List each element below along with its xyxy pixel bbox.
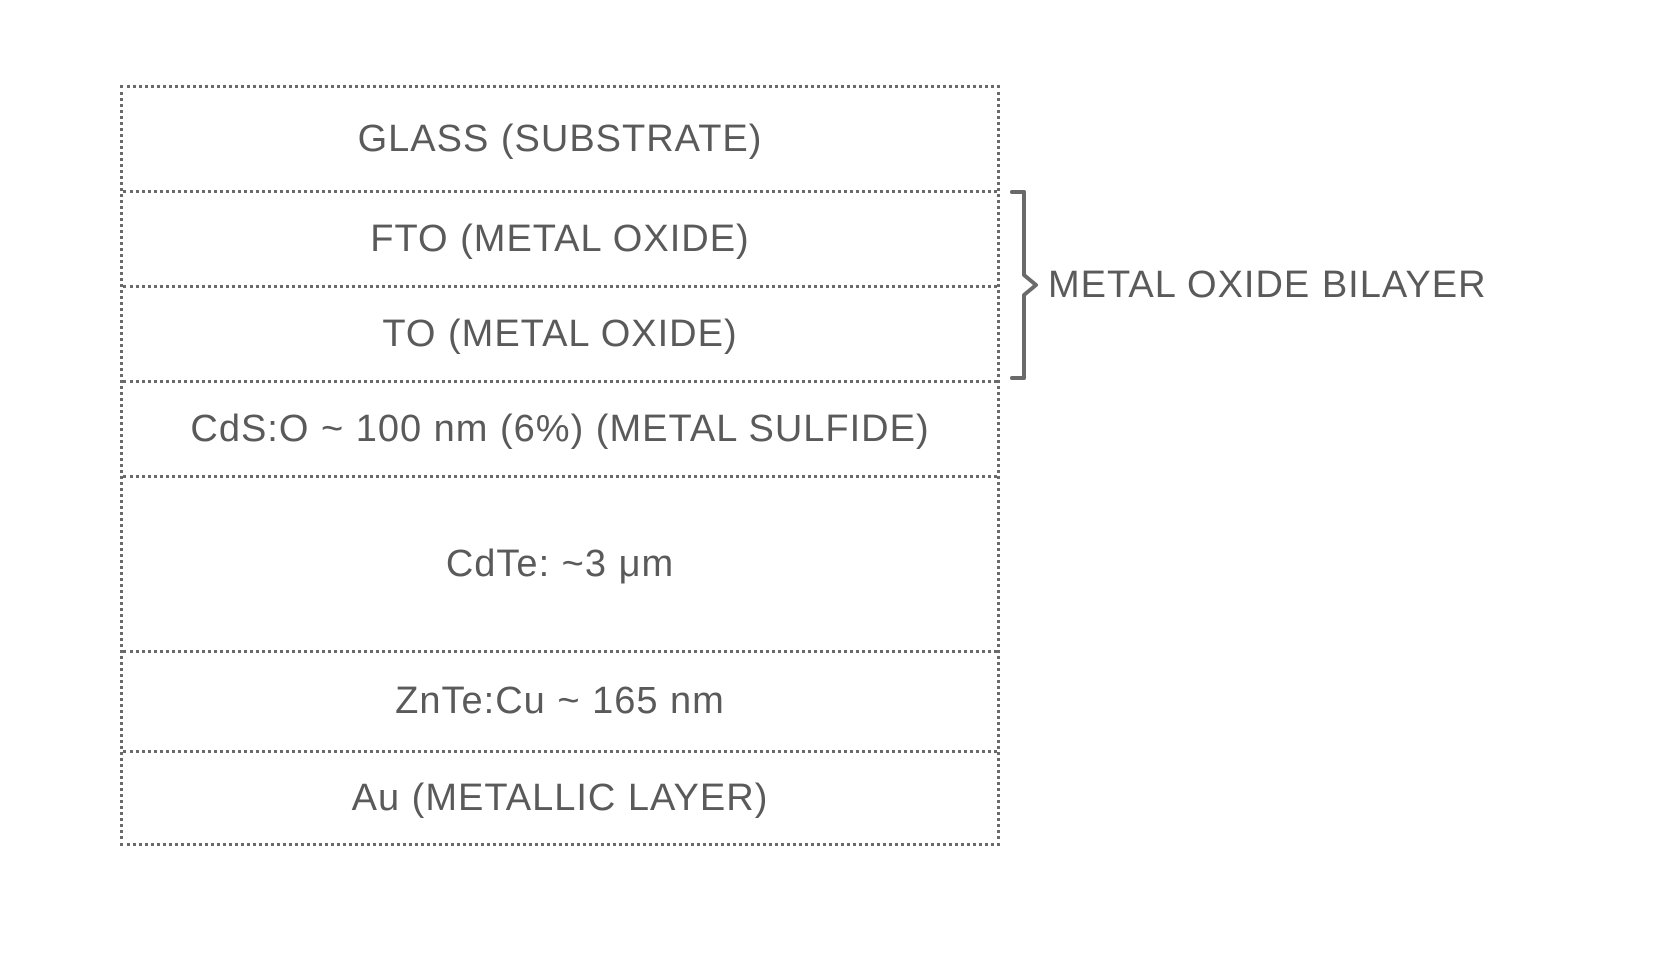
- layer-label: Au (METALLIC LAYER): [352, 777, 769, 820]
- layer-glass: GLASS (SUBSTRATE): [123, 88, 997, 193]
- layer-label: TO (METAL OXIDE): [382, 313, 737, 356]
- layer-cdte: CdTe: ~3 μm: [123, 478, 997, 653]
- layer-cds: CdS:O ~ 100 nm (6%) (METAL SULFIDE): [123, 383, 997, 478]
- layer-stack: GLASS (SUBSTRATE) FTO (METAL OXIDE) TO (…: [120, 85, 1000, 846]
- layer-diagram: GLASS (SUBSTRATE) FTO (METAL OXIDE) TO (…: [120, 85, 1487, 846]
- layer-au: Au (METALLIC LAYER): [123, 753, 997, 843]
- layer-label: GLASS (SUBSTRATE): [358, 118, 763, 161]
- bilayer-label: METAL OXIDE BILAYER: [1048, 264, 1487, 307]
- layer-label: ZnTe:Cu ~ 165 nm: [395, 680, 725, 723]
- layer-znte: ZnTe:Cu ~ 165 nm: [123, 653, 997, 753]
- layer-label: CdS:O ~ 100 nm (6%) (METAL SULFIDE): [190, 408, 929, 451]
- layer-fto: FTO (METAL OXIDE): [123, 193, 997, 288]
- layer-label: FTO (METAL OXIDE): [370, 218, 749, 261]
- bilayer-annotation: METAL OXIDE BILAYER: [1010, 190, 1487, 380]
- bracket-icon: [1010, 190, 1040, 380]
- layer-label: CdTe: ~3 μm: [446, 543, 674, 586]
- layer-to: TO (METAL OXIDE): [123, 288, 997, 383]
